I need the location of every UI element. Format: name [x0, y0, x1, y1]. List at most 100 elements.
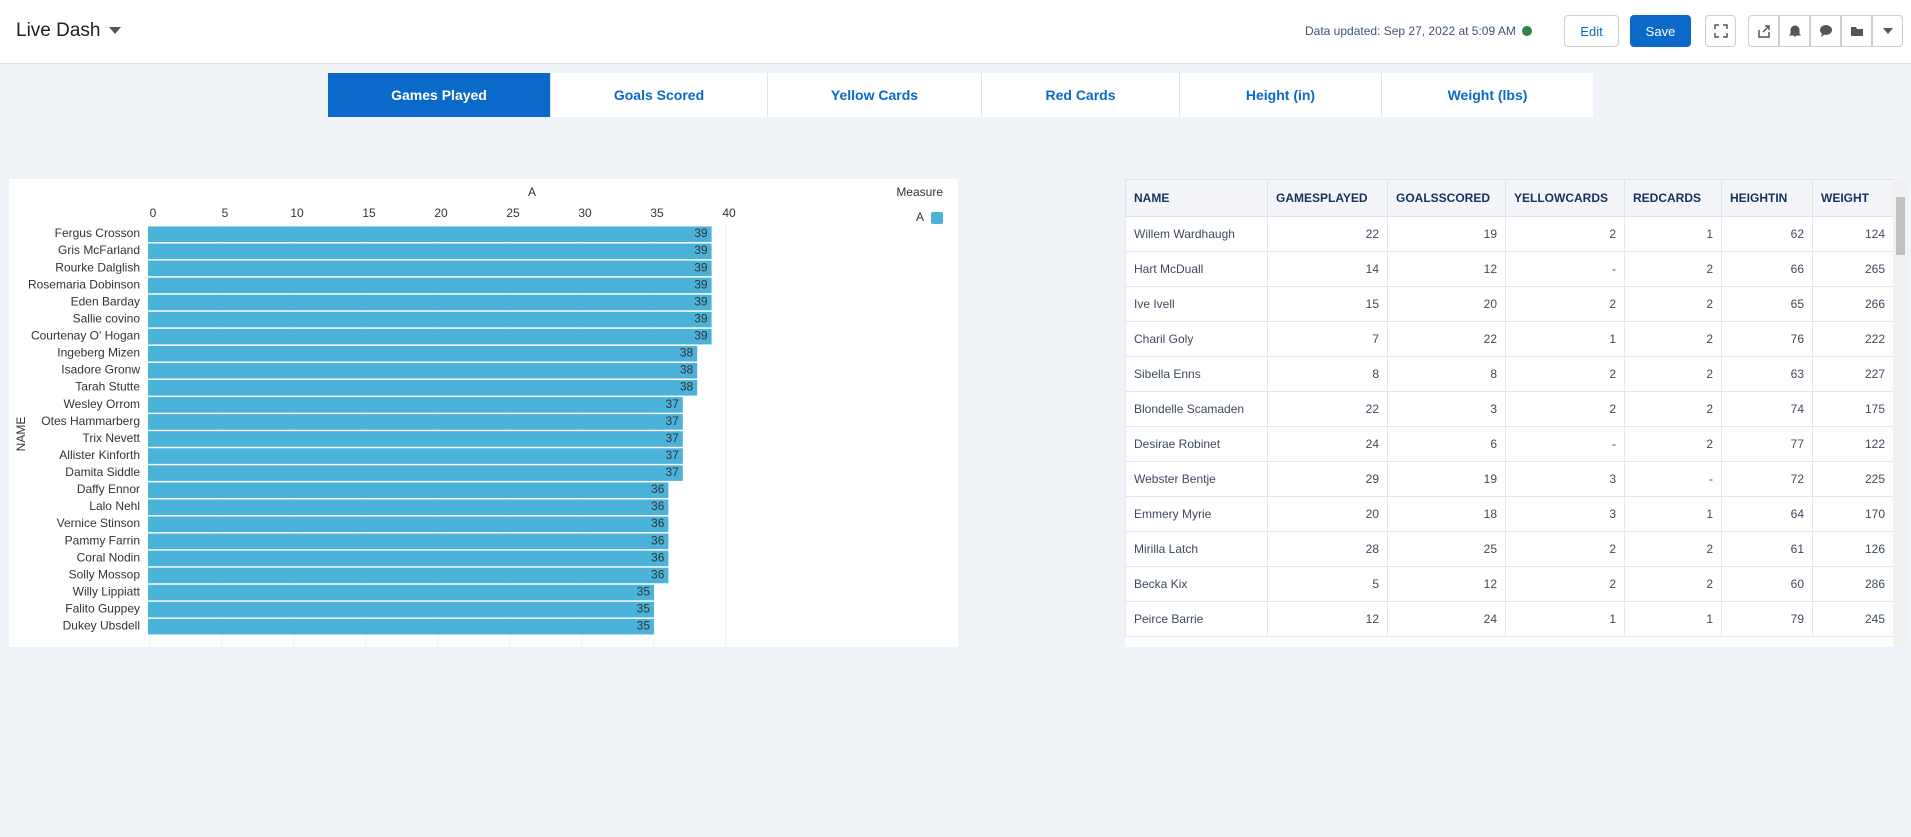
collection-button[interactable]	[1841, 15, 1872, 47]
table-cell: 63	[1721, 356, 1813, 392]
notify-button[interactable]	[1779, 15, 1810, 47]
y-tick-label: Vernice Stinson	[57, 516, 140, 530]
more-button[interactable]	[1872, 15, 1903, 47]
header-row: NAME GAMESPLAYED GOALSSCORED YELLOWCARDS RED…	[1125, 179, 1894, 217]
table-cell: 227	[1812, 356, 1894, 392]
table-cell: Willem Wardhaugh	[1125, 216, 1268, 252]
y-tick-label: Coral Nodin	[77, 550, 140, 564]
bar	[148, 567, 669, 584]
data-label: 36	[651, 482, 665, 496]
x-tick-label: 30	[578, 206, 592, 220]
table-cell: 6	[1387, 426, 1506, 462]
y-tick-label: Wesley Orrom	[64, 397, 140, 411]
bar	[148, 277, 712, 294]
scrollbar[interactable]	[1893, 179, 1907, 647]
table-cell: 170	[1812, 496, 1894, 532]
bar	[148, 516, 669, 533]
table-row: Mirilla Latch 28 25 2 2 61 126	[1125, 531, 1894, 567]
tab[interactable]: Weight (lbs)	[1447, 87, 1528, 103]
data-label: 37	[665, 448, 679, 462]
data-label: 39	[694, 311, 708, 325]
data-table: NAME GAMESPLAYED GOALSSCORED YELLOWCARDS RED…	[1125, 179, 1894, 637]
table-cell: 2	[1624, 286, 1722, 322]
table-cell: Becka Kix	[1125, 566, 1268, 602]
table-row: Emmery Myrie 20 18 3 1 64 170	[1125, 496, 1894, 532]
bar	[148, 328, 712, 345]
bar	[148, 499, 669, 516]
bar	[148, 311, 712, 328]
table-cell: 72	[1721, 461, 1813, 497]
table-row: Hart McDuall 14 12-2 66 265	[1125, 251, 1894, 287]
table-cell: 2	[1624, 531, 1722, 567]
table-cell: 7	[1267, 321, 1388, 357]
table-cell: 245	[1812, 601, 1894, 637]
y-tick-label: Tarah Stutte	[75, 380, 140, 394]
table-cell: 124	[1812, 216, 1894, 252]
table-cell: 2	[1624, 426, 1722, 462]
y-tick-label: Isadore Gronw	[61, 363, 140, 377]
edit-button[interactable]: Edit	[1564, 15, 1619, 47]
table-row: Willem Wardhaugh 22 19 2 1 62 124	[1125, 216, 1894, 252]
y-tick-label: Courtenay O' Hogan	[31, 329, 140, 343]
table-cell: Webster Bentje	[1125, 461, 1268, 497]
y-tick-label: Dukey Ubsdell	[63, 619, 140, 633]
table-cell: 19	[1387, 461, 1506, 497]
status-dot	[1522, 26, 1532, 36]
data-label: 38	[680, 380, 694, 394]
share-button[interactable]	[1748, 15, 1779, 47]
bar	[148, 431, 683, 447]
x-tick-label: 40	[722, 206, 736, 220]
data-label: 35	[637, 619, 651, 633]
table-cell: Mirilla Latch	[1125, 531, 1268, 567]
table-row: Webster Bentje 29 19 3-72 225	[1125, 461, 1894, 497]
save-button[interactable]: Save	[1630, 15, 1691, 47]
table-cell: 2	[1505, 531, 1625, 567]
y-tick-label: Damita Siddle	[65, 465, 140, 479]
table-panel: NAME GAMESPLAYED GOALSSCORED YELLOWCARDS RED…	[1125, 179, 1907, 647]
table-cell: 12	[1267, 601, 1388, 637]
bar	[148, 226, 712, 243]
data-label: 37	[665, 465, 679, 479]
data-label: 36	[651, 533, 665, 547]
y-tick-label: Gris McFarland	[58, 243, 140, 257]
table-cell: 122	[1812, 426, 1894, 462]
fullscreen-button[interactable]	[1705, 15, 1736, 47]
x-tick-label: 5	[222, 206, 229, 220]
bar	[148, 243, 712, 260]
table-cell: 8	[1267, 356, 1388, 392]
table-cell: Blondelle Scamaden	[1125, 391, 1268, 427]
tab[interactable]: Red Cards	[982, 73, 1180, 117]
table-cell: 225	[1812, 461, 1894, 497]
data-label: 36	[651, 567, 665, 581]
table-cell: 222	[1812, 321, 1894, 357]
comment-button[interactable]	[1810, 15, 1841, 47]
tab[interactable]: Games Played	[328, 73, 551, 117]
chart: A NAME Measure 0 5 10 15 20 25 30 35 40 A Fergus C…	[14, 185, 943, 647]
y-tick-label: Sallie covino	[73, 311, 141, 325]
data-label: 36	[651, 499, 665, 513]
bar	[148, 397, 683, 413]
bar	[148, 533, 669, 550]
tab[interactable]: Yellow Cards	[768, 73, 982, 117]
table-cell: Charil Goly	[1125, 321, 1268, 357]
bar	[148, 345, 698, 362]
table-cell: 2	[1505, 391, 1625, 427]
y-tick-label: Otes Hammarberg	[41, 414, 140, 428]
tab[interactable]: Height (in)	[1180, 73, 1382, 117]
legend-swatch	[931, 212, 943, 224]
table-cell: 3	[1505, 461, 1625, 497]
table-cell: 266	[1812, 286, 1894, 322]
table-cell: 8	[1387, 356, 1506, 392]
table-cell: 12	[1387, 251, 1506, 287]
column-header: YELLOWCARDS	[1505, 179, 1625, 217]
x-tick-label: 25	[506, 206, 520, 220]
table-cell: 2	[1624, 356, 1722, 392]
data-label: 39	[694, 226, 708, 240]
table-cell: 1	[1624, 601, 1722, 637]
data-label: 35	[637, 584, 651, 598]
tab[interactable]: Goals Scored	[551, 73, 768, 117]
title-menu[interactable]	[108, 26, 122, 35]
bar	[148, 550, 669, 567]
table-cell: 74	[1721, 391, 1813, 427]
update-status: Data updated: Sep 27, 2022 at 5:09 AM	[1305, 24, 1516, 38]
